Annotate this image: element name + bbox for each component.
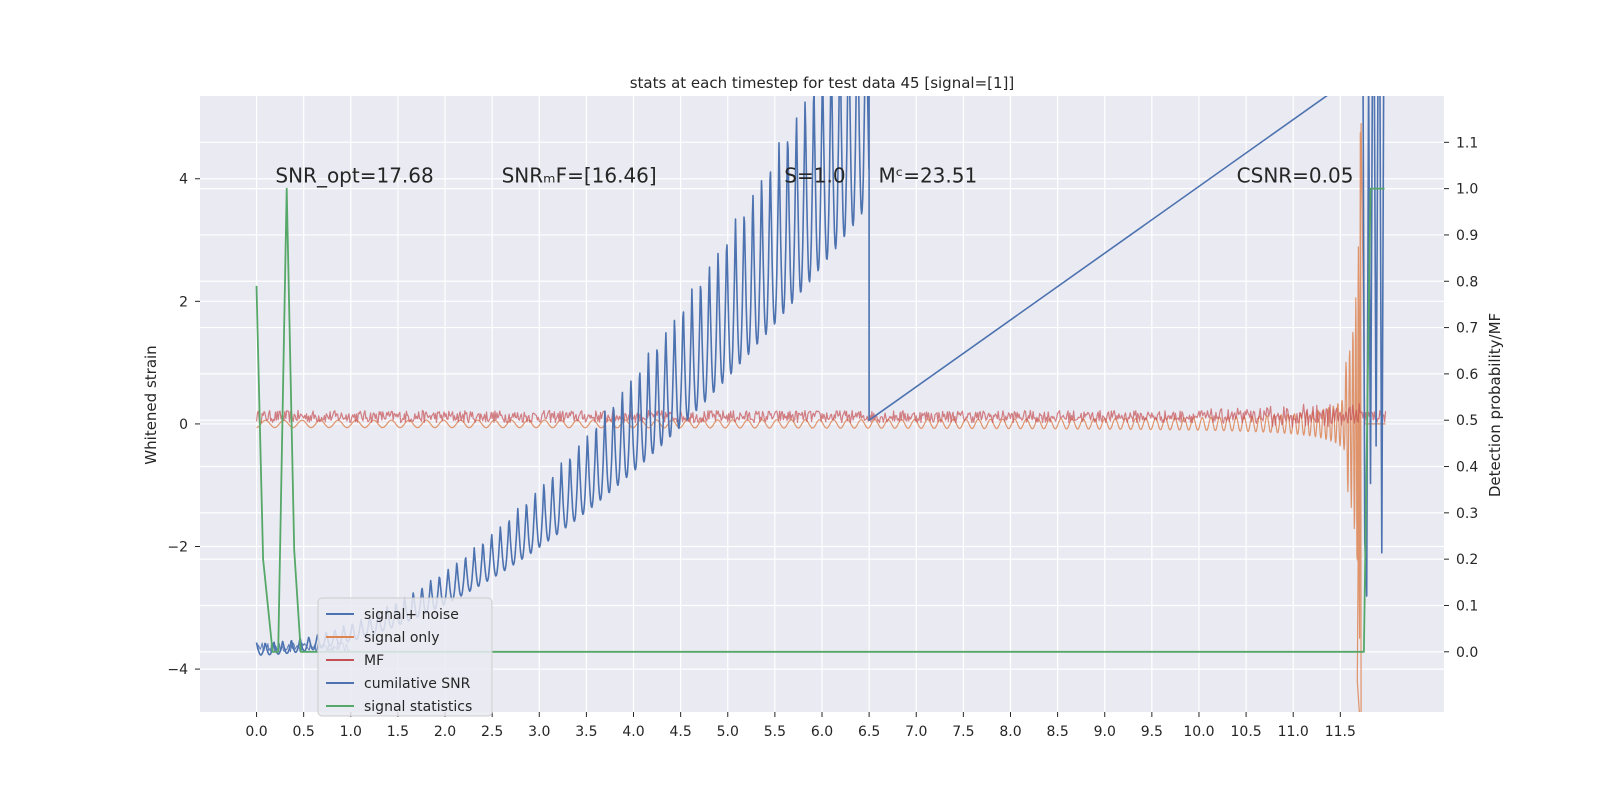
series-signal-statistics-line <box>255 187 1385 653</box>
y-tick-label: −4 <box>167 662 188 678</box>
x-tick-label: 10.5 <box>1231 724 1262 740</box>
y-right-tick-label: 0.7 <box>1456 321 1478 337</box>
y-right-tick-label: 0.5 <box>1456 413 1478 429</box>
x-tick-label: 3.5 <box>575 724 597 740</box>
x-tick-label: 8.5 <box>1046 724 1068 740</box>
y-right-tick-label: 0.6 <box>1456 367 1478 383</box>
y-right-tick-label: 0.2 <box>1456 552 1478 568</box>
x-tick-label: 5.5 <box>764 724 786 740</box>
y-tick-label: −2 <box>167 540 188 556</box>
x-tick-label: 4.5 <box>670 724 692 740</box>
x-tick-label: 9.5 <box>1141 724 1163 740</box>
legend-box <box>317 597 493 717</box>
y-right-tick-label: 0.0 <box>1456 645 1478 661</box>
x-tick-label: 0.0 <box>245 724 267 740</box>
x-tick-label: 11.5 <box>1325 724 1356 740</box>
y-right-tick-label: 0.1 <box>1456 598 1478 614</box>
legend-label: signal statistics <box>364 699 472 715</box>
x-tick-label: 6.0 <box>811 724 833 740</box>
x-tick-label: 11.0 <box>1278 724 1309 740</box>
legend: signal+ noise signal only MF cumilative SNR… <box>317 597 493 717</box>
legend-label: cumilative SNR <box>364 676 471 692</box>
annotation-text: SNR_opt=17.68 <box>275 164 433 188</box>
x-tick-label: 1.5 <box>387 724 409 740</box>
annotations: SNR_opt=17.68 SNRₘF=[16.46] S=1.0 Mᶜ=23.51 C… <box>275 164 1353 188</box>
y-tick-label: 0 <box>179 417 188 433</box>
y-tick-label: 2 <box>179 294 188 310</box>
y-right-tick-label: 0.9 <box>1456 228 1478 244</box>
x-tick-label: 4.0 <box>622 724 644 740</box>
annotation-text: Mᶜ=23.51 <box>879 164 978 188</box>
y-tick-label: 4 <box>179 172 188 188</box>
annotation-text: SNRₘF=[16.46] <box>502 164 657 188</box>
annotation-text: CSNR=0.05 <box>1237 164 1354 188</box>
x-tick-label: 3.0 <box>528 724 550 740</box>
y-right-tick-label: 0.8 <box>1456 274 1478 290</box>
y-right-tick-label: 0.3 <box>1456 506 1478 522</box>
x-tick-label: 10.0 <box>1183 724 1214 740</box>
x-tick-label: 0.5 <box>293 724 315 740</box>
x-tick-label: 9.0 <box>1094 724 1116 740</box>
x-tick-label: 5.0 <box>717 724 739 740</box>
y-right-tick-label: 0.4 <box>1456 460 1478 476</box>
x-tick-label: 7.0 <box>905 724 927 740</box>
x-tick-label: 8.0 <box>999 724 1021 740</box>
y-axis-label: Whitened strain <box>142 345 160 464</box>
series-signal-only-line <box>256 123 1386 712</box>
legend-label: signal+ noise <box>364 607 459 623</box>
y-right-axis-label: Detection probability/MF <box>1486 313 1504 497</box>
legend-label: MF <box>364 653 384 669</box>
y-right-tick-label: 1.0 <box>1456 182 1478 198</box>
x-tick-label: 2.0 <box>434 724 456 740</box>
y-right-tick-label: 1.1 <box>1456 135 1478 151</box>
annotation-text: S=1.0 <box>784 164 845 188</box>
series-mf-line <box>255 403 1387 428</box>
chart-title: stats at each timestep for test data 45 … <box>630 74 1015 92</box>
x-tick-label: 1.0 <box>340 724 362 740</box>
x-tick-label: 6.5 <box>858 724 880 740</box>
x-tick-label: 7.5 <box>952 724 974 740</box>
axes: 0.0 0.5 1.0 1.5 2.0 2.5 3.0 3.5 4.0 4.5 5.0 5.5 6.0 6… <box>167 135 1478 740</box>
legend-label: signal only <box>364 630 439 646</box>
x-tick-label: 2.5 <box>481 724 503 740</box>
